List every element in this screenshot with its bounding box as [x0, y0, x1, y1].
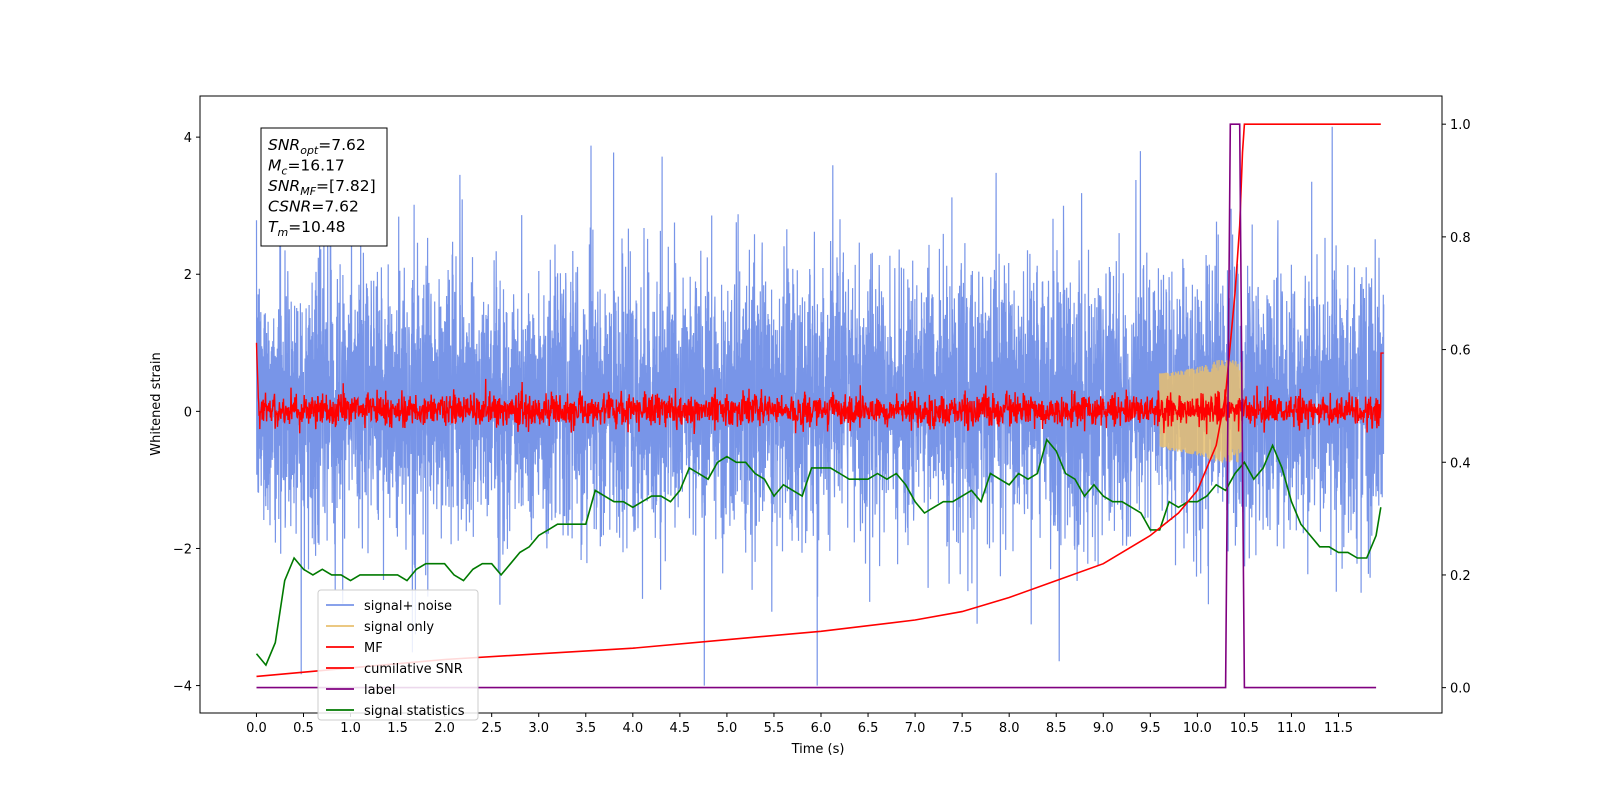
x-tick-label: 3.5	[575, 721, 596, 736]
x-tick-label: 7.5	[952, 721, 973, 736]
y-tick-label-right: 0.6	[1450, 344, 1471, 359]
y-tick-label-left: 0	[184, 405, 192, 420]
y-axis-right: 1.0 0.8 0.6 0.4 0.2 0.0	[1442, 118, 1471, 697]
x-tick-label: 7.0	[905, 721, 926, 736]
x-tick-label: 6.5	[858, 721, 879, 736]
signal-only-line	[1158, 359, 1245, 463]
cumulative-snr-line	[256, 123, 1381, 678]
label-line	[256, 123, 1377, 689]
x-tick-label: 4.5	[670, 721, 691, 736]
y-tick-label-left: 4	[184, 131, 192, 146]
mf-line	[255, 342, 1384, 435]
annotation-box: SNRopt=7.62Mc=16.17SNRMF=[7.82]CSNR=7.62…	[260, 127, 388, 247]
x-tick-label: 4.0	[622, 721, 643, 736]
x-tick-label: 9.5	[1140, 721, 1161, 736]
x-axis-label: Time (s)	[791, 742, 845, 757]
x-tick-label: 11.5	[1324, 721, 1353, 736]
legend-label: cumilative SNR	[364, 662, 463, 677]
y-tick-label-right: 0.4	[1450, 456, 1471, 471]
x-tick-label: 11.0	[1277, 721, 1306, 736]
y-tick-label-right: 0.8	[1450, 231, 1471, 246]
legend-label: signal only	[364, 620, 434, 635]
x-tick-label: 8.0	[999, 721, 1020, 736]
y-axis-label: Whitened strain	[149, 352, 164, 455]
legend: signal+ noise signal only MF cumilative SNR…	[317, 589, 479, 721]
signal-statistics-line	[255, 438, 1382, 667]
x-tick-label: 2.0	[434, 721, 455, 736]
annotation-line: Mc=16.17	[268, 157, 345, 178]
x-tick-label: 3.0	[528, 721, 549, 736]
x-tick-label: 0.5	[293, 721, 314, 736]
x-tick-label: 2.5	[481, 721, 502, 736]
x-tick-label: 1.0	[340, 721, 361, 736]
y-tick-label-right: 1.0	[1450, 118, 1471, 133]
x-tick-label: 8.5	[1046, 721, 1067, 736]
x-tick-label: 9.0	[1093, 721, 1114, 736]
x-tick-label: 5.0	[717, 721, 738, 736]
y-axis-left: 4 2 0 −2 −4	[173, 131, 200, 695]
y-tick-label-right: 0.2	[1450, 569, 1471, 584]
y-tick-label-left: −4	[173, 680, 192, 695]
x-axis: 0.0 0.5 1.0 1.5 2.0 2.5 3.0 3.5 4.0 4.5 5.0 5.5 6.0 6…	[246, 713, 1353, 736]
signal-only-series	[1158, 359, 1245, 463]
y-tick-label-left: −2	[173, 542, 192, 557]
annotation-line: Tm=10.48	[268, 218, 346, 239]
annotation-line: CSNR=7.62	[268, 198, 359, 216]
x-tick-label: 5.5	[764, 721, 785, 736]
annotation-line: SNRopt=7.62	[268, 136, 366, 157]
annotation-line: SNRMF=[7.82]	[268, 177, 376, 198]
right-axis-series	[255, 123, 1382, 689]
legend-label: signal statistics	[364, 704, 465, 719]
mf-series	[255, 342, 1384, 435]
legend-label: signal+ noise	[364, 599, 452, 614]
x-tick-label: 1.5	[387, 721, 408, 736]
legend-label: MF	[364, 641, 383, 656]
y-tick-label-left: 2	[184, 268, 192, 283]
x-tick-label: 0.0	[246, 721, 267, 736]
x-tick-label: 10.0	[1183, 721, 1212, 736]
legend-label: label	[364, 683, 395, 698]
x-tick-label: 6.0	[811, 721, 832, 736]
x-tick-label: 10.5	[1230, 721, 1259, 736]
y-tick-label-right: 0.0	[1450, 682, 1471, 697]
